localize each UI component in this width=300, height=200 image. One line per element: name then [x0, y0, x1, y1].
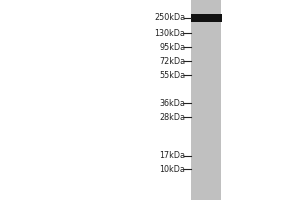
Bar — [190, 0, 220, 200]
Text: 10kDa: 10kDa — [160, 164, 185, 173]
Text: 36kDa: 36kDa — [160, 98, 185, 108]
Text: 95kDa: 95kDa — [159, 43, 185, 51]
Text: 130kDa: 130kDa — [154, 28, 185, 38]
Text: 72kDa: 72kDa — [159, 56, 185, 66]
Text: 28kDa: 28kDa — [160, 112, 185, 121]
Text: 17kDa: 17kDa — [160, 152, 185, 160]
Text: 250kDa: 250kDa — [154, 13, 185, 22]
Text: 55kDa: 55kDa — [159, 71, 185, 79]
Bar — [191, 14, 222, 22]
